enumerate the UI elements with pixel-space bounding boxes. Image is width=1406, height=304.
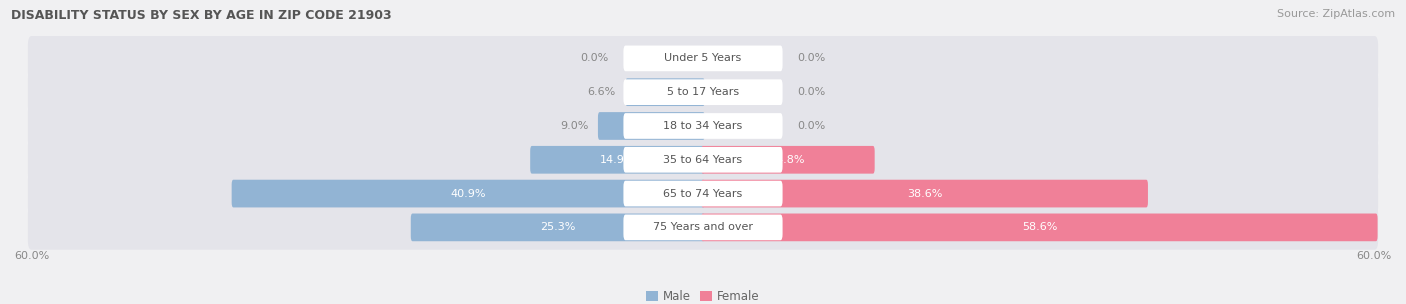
FancyBboxPatch shape (623, 147, 783, 173)
FancyBboxPatch shape (702, 213, 1378, 241)
FancyBboxPatch shape (623, 46, 783, 71)
Text: 25.3%: 25.3% (540, 223, 575, 232)
FancyBboxPatch shape (623, 181, 783, 206)
FancyBboxPatch shape (626, 78, 704, 106)
Text: 9.0%: 9.0% (560, 121, 588, 131)
FancyBboxPatch shape (232, 180, 704, 207)
Text: 6.6%: 6.6% (588, 87, 616, 97)
Text: 0.0%: 0.0% (797, 87, 825, 97)
FancyBboxPatch shape (623, 113, 783, 139)
Text: 14.8%: 14.8% (770, 155, 806, 165)
FancyBboxPatch shape (28, 171, 1378, 216)
FancyBboxPatch shape (411, 213, 704, 241)
FancyBboxPatch shape (28, 70, 1378, 115)
Text: 35 to 64 Years: 35 to 64 Years (664, 155, 742, 165)
FancyBboxPatch shape (702, 180, 1147, 207)
FancyBboxPatch shape (530, 146, 704, 174)
Legend: Male, Female: Male, Female (647, 290, 759, 303)
FancyBboxPatch shape (28, 104, 1378, 148)
FancyBboxPatch shape (623, 79, 783, 105)
Text: 60.0%: 60.0% (14, 251, 49, 261)
FancyBboxPatch shape (28, 205, 1378, 250)
Text: 60.0%: 60.0% (1357, 251, 1392, 261)
Text: 0.0%: 0.0% (797, 121, 825, 131)
Text: 75 Years and over: 75 Years and over (652, 223, 754, 232)
FancyBboxPatch shape (28, 137, 1378, 182)
Text: 5 to 17 Years: 5 to 17 Years (666, 87, 740, 97)
FancyBboxPatch shape (28, 36, 1378, 81)
FancyBboxPatch shape (702, 146, 875, 174)
Text: 38.6%: 38.6% (907, 188, 942, 199)
Text: 18 to 34 Years: 18 to 34 Years (664, 121, 742, 131)
Text: Source: ZipAtlas.com: Source: ZipAtlas.com (1277, 9, 1395, 19)
Text: DISABILITY STATUS BY SEX BY AGE IN ZIP CODE 21903: DISABILITY STATUS BY SEX BY AGE IN ZIP C… (11, 9, 392, 22)
Text: 0.0%: 0.0% (581, 54, 609, 63)
Text: 14.9%: 14.9% (600, 155, 636, 165)
Text: 58.6%: 58.6% (1022, 223, 1057, 232)
FancyBboxPatch shape (623, 215, 783, 240)
Text: 40.9%: 40.9% (450, 188, 486, 199)
Text: 65 to 74 Years: 65 to 74 Years (664, 188, 742, 199)
FancyBboxPatch shape (598, 112, 704, 140)
Text: 0.0%: 0.0% (797, 54, 825, 63)
Text: Under 5 Years: Under 5 Years (665, 54, 741, 63)
